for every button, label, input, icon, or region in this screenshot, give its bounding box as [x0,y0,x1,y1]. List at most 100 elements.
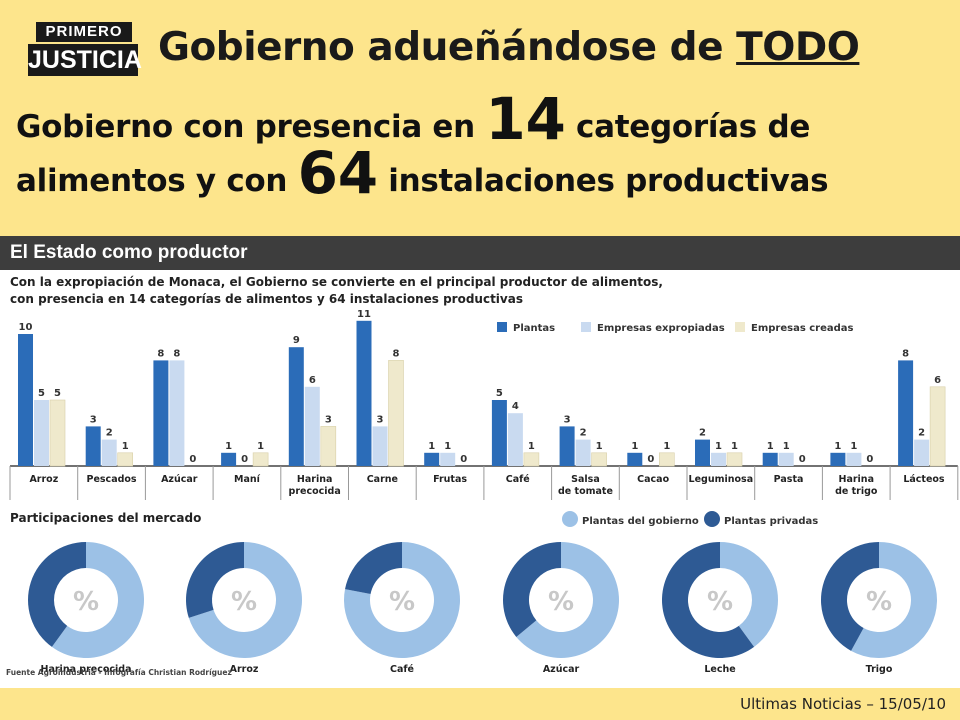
x-tick-label: Arroz [29,474,58,485]
bar-1-13 [914,439,930,466]
x-tick-label: Café [506,474,530,485]
bar-0-5 [356,320,372,466]
market-title: Participaciones del mercado [10,511,201,525]
bar-value-label: 11 [357,310,371,320]
bar-2-3 [252,452,269,467]
donut-privadas-slice [662,542,755,658]
bar-2-4 [320,426,337,467]
bar-value-label: 0 [460,454,467,465]
x-tick-label: Lácteos [903,474,945,485]
subtitle-part-2: categorías de alimentos y con [16,109,811,199]
slide-subtitle: Gobierno con presencia en 14 categorías … [16,90,946,207]
legend-gobierno-dot [562,511,578,527]
bar-chart: Plantas Empresas expropiadas Empresas crea… [9,310,959,500]
bar-value-label: 1 [663,441,670,452]
percent-icon: % [389,587,415,617]
x-tick-label: Azúcar [161,474,198,485]
donut-privadas-slice [186,542,244,618]
bar-value-label: 1 [528,441,535,452]
percent-icon: % [73,587,99,617]
donut-label: Azúcar [543,664,580,675]
bar-value-label: 0 [866,454,873,465]
primero-justicia-logo: PRIMERO JUSTICIA [26,22,142,78]
slide-title: Gobierno adueñándose de TODO [158,22,860,74]
donut-5: % Leche [662,542,778,675]
description-line-1: Con la expropiación de Monaca, el Gobier… [10,275,663,289]
bar-2-0 [49,399,66,467]
bar-1-2 [169,360,185,466]
bar-1-8 [575,439,591,466]
bar-value-label: 1 [731,441,738,452]
x-tick-label: Carne [367,474,398,485]
source-credit: Fuente Agroindustria - Infografía Christ… [6,668,232,677]
x-tick-label: Leguminosa [689,474,754,485]
bar-1-11 [778,452,794,466]
footer-credit: Ultimas Noticias – 15/05/10 [740,695,946,713]
logo-line-1: PRIMERO [36,22,132,42]
percent-icon: % [866,587,892,617]
subtitle-part-3: instalaciones productivas [377,163,829,199]
bar-value-label: 1 [122,441,129,452]
infographic-header: El Estado como productor [0,236,960,270]
bar-value-label: 4 [512,401,519,412]
bar-0-10 [695,439,710,466]
donut-label: Trigo [866,664,893,675]
bar-value-label: 1 [631,441,638,452]
bar-1-7 [507,413,523,466]
legend-privadas-label: Plantas privadas [724,516,818,527]
bar-value-label: 0 [241,454,248,465]
x-tick-label: Harina [297,474,332,485]
donut-label: Leche [704,664,735,675]
bar-value-label: 8 [173,348,180,359]
x-tick-label: precocida [289,486,341,497]
donut-6: % Trigo [821,542,937,675]
donut-1: % Harina precocida [28,542,144,675]
bar-0-3 [221,452,237,466]
legend-label-3: Empresas creadas [751,323,854,334]
bar-value-label: 1 [596,441,603,452]
bar-0-13 [898,360,914,466]
bar-value-label: 8 [393,348,400,359]
bar-value-label: 0 [647,454,654,465]
bar-value-label: 8 [902,348,909,359]
bar-2-13 [929,386,946,467]
bar-value-label: 8 [157,348,164,359]
bar-0-6 [424,452,440,466]
legend-swatch-3 [735,322,745,332]
title-emphasis: TODO [736,25,860,70]
x-tick-label: Pasta [774,474,804,485]
x-tick-label: Harina [839,474,874,485]
donut-charts: Participaciones del mercado Plantas del g… [6,511,937,677]
x-tick-label: Maní [234,474,261,485]
legend-gobierno-label: Plantas del gobierno [582,516,699,527]
donut-gobierno-slice [516,542,619,658]
bar-0-7 [491,400,507,466]
bar-value-label: 1 [428,441,435,452]
bar-0-8 [559,426,575,466]
bar-value-label: 1 [767,441,774,452]
bar-1-0 [34,400,49,466]
bar-2-10 [726,452,743,467]
bar-2-9 [658,452,675,467]
bar-1-5 [372,426,388,466]
bar-value-label: 1 [783,441,790,452]
bar-value-label: 5 [496,388,503,399]
subtitle-number-64: 64 [297,139,378,207]
x-tick-label: Pescados [87,474,137,485]
donut-privadas-slice [345,542,402,595]
donut-2: % Arroz [186,542,302,675]
x-tick-label: Salsa [571,474,600,485]
bar-value-label: 9 [293,335,300,346]
bar-0-4 [288,347,304,466]
bar-1-1 [101,439,117,466]
footer: Ultimas Noticias – 15/05/10 [0,688,960,720]
bar-value-label: 0 [799,454,806,465]
percent-icon: % [231,587,257,617]
bar-value-label: 5 [38,388,45,399]
bar-value-label: 1 [444,441,451,452]
legend-label-1: Plantas [513,323,555,334]
donut-privadas-slice [821,542,879,651]
donut-4: % Azúcar [503,542,619,675]
bar-value-label: 3 [564,414,571,425]
bar-value-label: 6 [309,375,316,386]
